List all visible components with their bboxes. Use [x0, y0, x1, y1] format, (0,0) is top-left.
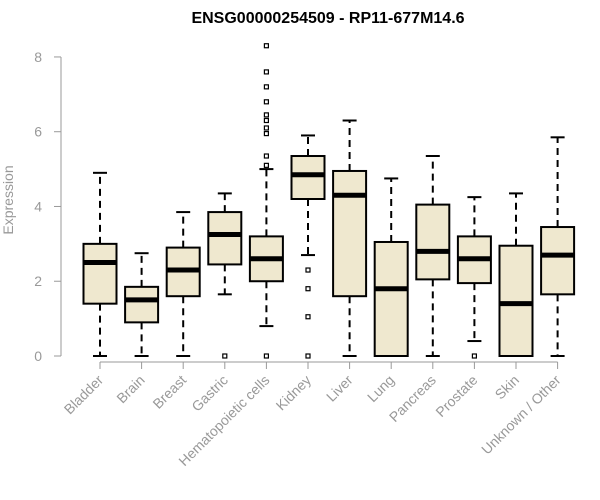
y-tick-label-2: 2 [34, 273, 42, 289]
y-tick-label-6: 6 [34, 124, 42, 140]
category-label: Prostate [432, 372, 480, 420]
category-label: Brain [113, 372, 147, 406]
outlier-point [222, 353, 228, 359]
y-tick-label-0: 0 [34, 348, 42, 364]
box-5 [290, 134, 326, 359]
box-7 [373, 177, 409, 357]
y-tick-label-8: 8 [34, 49, 42, 65]
chart-title: ENSG00000254509 - RP11-677M14.6 [191, 10, 464, 27]
outlier-point [263, 43, 269, 49]
box-rect [290, 155, 326, 200]
box-rect [415, 203, 451, 281]
box-3 [207, 192, 243, 359]
box-rect [124, 285, 160, 324]
outlier-point [305, 353, 311, 359]
box-rect [540, 226, 576, 296]
box-rect [373, 240, 409, 357]
category-label: Bladder [61, 372, 107, 418]
box-2 [165, 211, 201, 357]
outlier-point [263, 125, 269, 131]
y-axis: 0 2 4 6 8 [34, 49, 62, 364]
category-label: Kidney [273, 372, 315, 414]
box-rect [498, 244, 534, 358]
outlier-point [263, 353, 269, 359]
box-9 [456, 196, 492, 359]
category-label: Skin [492, 372, 523, 403]
outlier-point [263, 153, 269, 159]
outlier-point [263, 99, 269, 105]
outlier-point [305, 314, 311, 320]
box-rect [332, 169, 368, 298]
category-label: Unknown / Other [478, 372, 564, 458]
box-rect [82, 242, 118, 305]
box-10 [498, 192, 534, 358]
y-tick-label-4: 4 [34, 198, 42, 214]
outlier-point [305, 267, 311, 273]
outlier-point [471, 353, 477, 359]
category-label: Lung [364, 372, 397, 405]
outlier-point [263, 84, 269, 90]
outlier-point [263, 117, 269, 124]
box-8 [415, 155, 451, 357]
outlier-point [263, 162, 269, 168]
box-11 [540, 136, 576, 357]
box-0 [82, 171, 118, 357]
boxes-group [82, 43, 576, 359]
box-4 [248, 43, 284, 359]
outlier-point [263, 112, 269, 118]
box-6 [332, 119, 368, 357]
box-rect [207, 211, 243, 266]
category-label: Breast [149, 372, 189, 412]
category-label: Liver [323, 372, 356, 405]
box-1 [124, 252, 160, 357]
y-axis-label: Expression [0, 165, 16, 234]
outlier-point [305, 286, 311, 292]
outlier-point [263, 69, 269, 75]
outlier-point [263, 130, 269, 137]
